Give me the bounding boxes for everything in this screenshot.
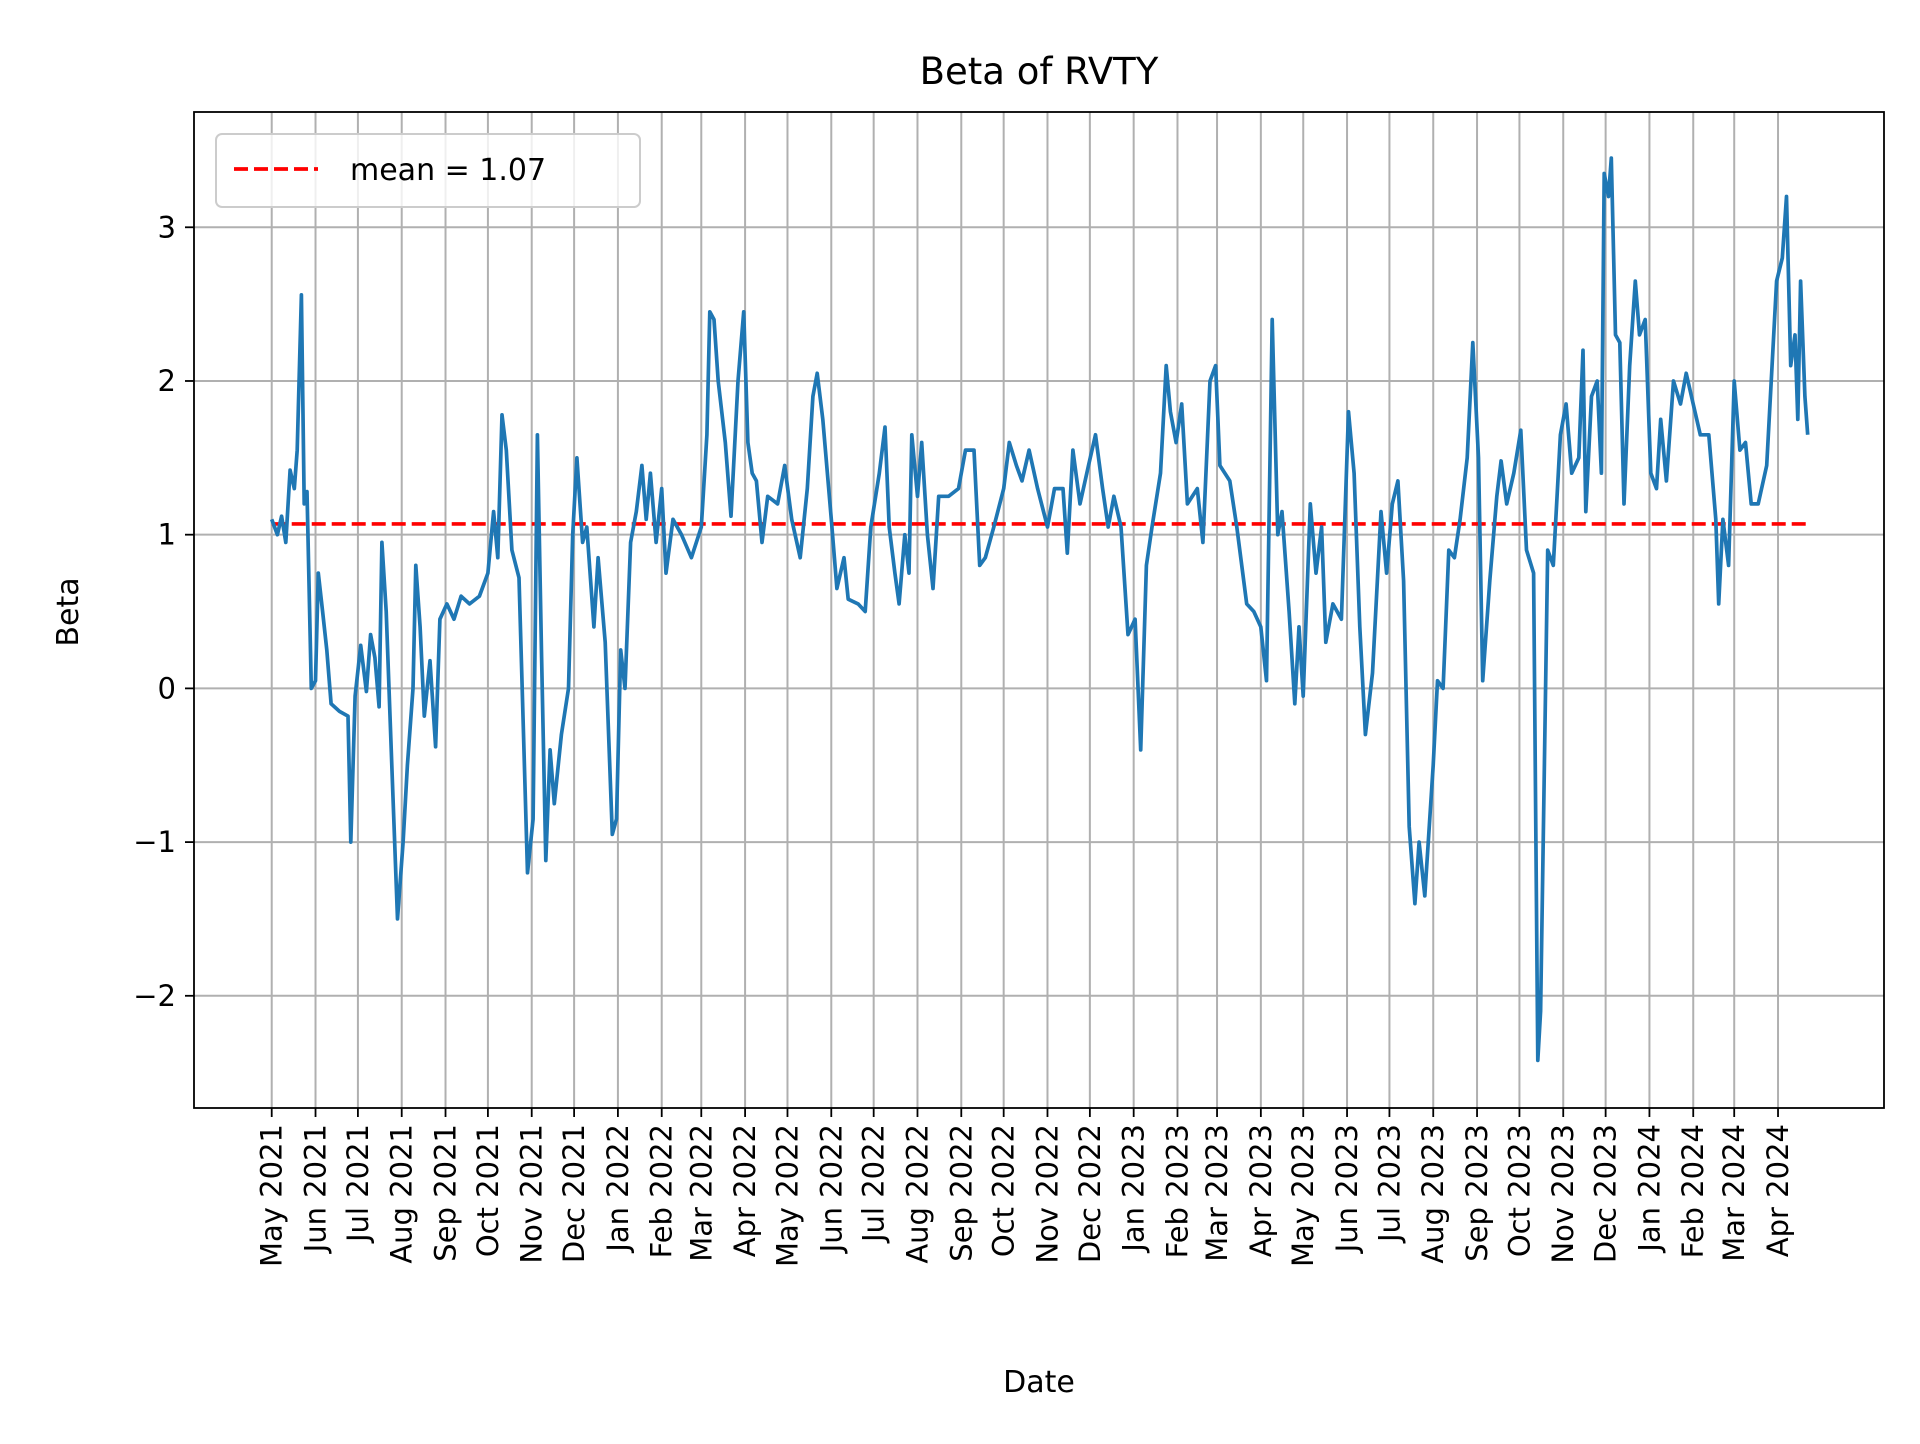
x-tick-label: Dec 2023 xyxy=(1589,1124,1623,1263)
x-tick-label: Aug 2022 xyxy=(900,1124,934,1264)
x-tick-label: Sep 2022 xyxy=(944,1124,978,1262)
x-tick-label: Jun 2021 xyxy=(299,1124,333,1254)
x-tick-label: Mar 2022 xyxy=(684,1124,718,1262)
x-tick-label: Dec 2021 xyxy=(557,1124,591,1263)
y-tick-label: −2 xyxy=(133,979,176,1013)
y-tick-label: 0 xyxy=(158,671,176,705)
x-axis-ticks: May 2021 Jun 2021 Jul 2021 Aug 2021 Sep 2021… xyxy=(255,1108,1795,1267)
x-tick-label: Jun 2023 xyxy=(1330,1124,1364,1254)
legend-mean-label: mean = 1.07 xyxy=(350,153,546,188)
x-tick-label: Mar 2024 xyxy=(1717,1124,1751,1262)
x-tick-label: Jan 2024 xyxy=(1632,1124,1666,1254)
x-tick-label: Feb 2024 xyxy=(1676,1124,1710,1258)
beta-series-line xyxy=(269,156,1810,1063)
y-tick-label: 1 xyxy=(158,518,176,552)
x-tick-label: Nov 2022 xyxy=(1030,1124,1064,1264)
x-tick-label: Jan 2022 xyxy=(601,1124,635,1254)
x-tick-label: Oct 2021 xyxy=(471,1124,505,1257)
y-axis-ticks: −2 −1 0 1 2 3 xyxy=(133,210,194,1013)
x-tick-label: Dec 2022 xyxy=(1073,1124,1107,1263)
y-axis-label: Beta xyxy=(51,577,86,646)
x-tick-label: Nov 2023 xyxy=(1546,1124,1580,1264)
x-tick-label: Jan 2023 xyxy=(1117,1124,1151,1254)
plot-frame xyxy=(193,111,1885,1109)
x-tick-label: Oct 2022 xyxy=(987,1124,1021,1257)
x-tick-label: Feb 2023 xyxy=(1160,1124,1194,1258)
x-tick-label: Jun 2022 xyxy=(814,1124,848,1254)
x-tick-label: May 2023 xyxy=(1286,1124,1320,1267)
x-tick-label: Jul 2022 xyxy=(857,1124,891,1244)
x-tick-label: Apr 2024 xyxy=(1761,1124,1795,1257)
y-tick-label: 3 xyxy=(158,210,176,244)
x-tick-label: Mar 2023 xyxy=(1200,1124,1234,1262)
x-tick-label: May 2021 xyxy=(255,1124,289,1267)
chart-title: Beta of RVTY xyxy=(920,50,1159,93)
x-tick-label: May 2022 xyxy=(770,1124,804,1267)
legend-box xyxy=(215,133,641,208)
legend: mean = 1.07 xyxy=(215,133,641,208)
x-axis-label: Date xyxy=(1003,1365,1075,1400)
x-tick-label: Aug 2023 xyxy=(1416,1124,1450,1264)
x-tick-label: Jul 2023 xyxy=(1372,1124,1406,1244)
x-tick-label: Apr 2023 xyxy=(1244,1124,1278,1257)
x-tick-label: Feb 2022 xyxy=(645,1124,679,1258)
x-tick-label: Apr 2022 xyxy=(728,1124,762,1257)
x-tick-label: Nov 2021 xyxy=(515,1124,549,1264)
x-tick-label: Oct 2023 xyxy=(1502,1124,1536,1257)
x-tick-label: Aug 2021 xyxy=(385,1124,419,1264)
y-tick-label: −1 xyxy=(133,825,176,859)
series-group xyxy=(269,156,1810,1063)
x-tick-label: Sep 2023 xyxy=(1460,1124,1494,1262)
x-tick-label: Jul 2021 xyxy=(341,1124,375,1244)
x-tick-label: Sep 2021 xyxy=(429,1124,463,1262)
y-tick-label: 2 xyxy=(158,364,176,398)
